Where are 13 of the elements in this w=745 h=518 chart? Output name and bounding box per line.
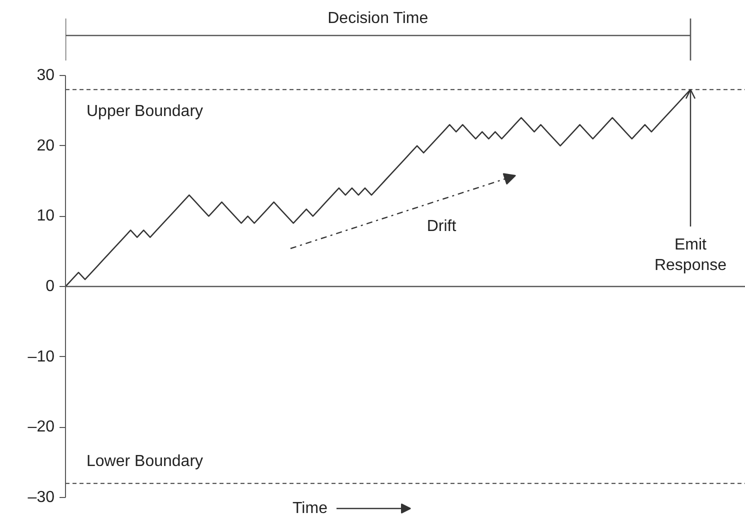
text: Decision Time: [328, 10, 428, 27]
y-tick-label: –30: [28, 489, 55, 506]
y-tick-label: –20: [28, 418, 55, 436]
annotation: Emit Response: [654, 236, 727, 274]
ref-line-label: Lower Boundary: [86, 452, 204, 470]
y-tick-label: 30: [36, 67, 55, 84]
y-tick-label: 10: [36, 208, 55, 225]
ref-line-label: Upper Boundary: [86, 103, 204, 120]
y-tick-label: 20: [36, 137, 55, 154]
annotation: Drift: [426, 218, 457, 235]
x-axis-title: Time: [292, 500, 328, 517]
y-tick-label: 0: [46, 278, 55, 295]
y-tick-label: –10: [28, 348, 55, 366]
